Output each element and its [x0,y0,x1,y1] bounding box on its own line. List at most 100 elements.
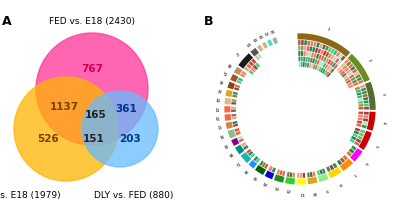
Polygon shape [362,94,368,97]
Polygon shape [307,41,310,46]
Text: DLY vs. FED (880): DLY vs. FED (880) [94,191,174,199]
Text: 15: 15 [251,177,258,183]
Text: 5: 5 [374,143,378,147]
Text: 33: 33 [250,35,257,42]
Polygon shape [292,173,295,178]
Polygon shape [262,162,266,167]
Polygon shape [259,161,264,166]
Polygon shape [244,66,250,72]
Polygon shape [241,142,246,147]
Polygon shape [328,67,333,72]
Polygon shape [320,62,324,67]
Polygon shape [250,48,259,56]
Polygon shape [346,61,351,66]
Polygon shape [296,178,306,185]
Polygon shape [352,69,357,73]
Polygon shape [338,54,343,59]
Polygon shape [297,33,350,57]
Polygon shape [308,177,318,184]
Polygon shape [318,48,321,54]
Polygon shape [297,173,300,178]
Text: 18: 18 [227,153,233,159]
Polygon shape [322,63,326,68]
Text: 13: 13 [273,187,279,192]
Polygon shape [298,40,300,45]
Text: 526: 526 [37,134,59,144]
Polygon shape [333,50,338,55]
Polygon shape [310,172,313,177]
Polygon shape [287,172,290,177]
Polygon shape [282,171,285,176]
Polygon shape [325,52,330,57]
Polygon shape [334,64,338,69]
Polygon shape [326,65,331,70]
Polygon shape [304,46,306,51]
Polygon shape [322,169,326,174]
Polygon shape [336,67,341,72]
Polygon shape [358,101,363,104]
Polygon shape [228,129,236,138]
Polygon shape [325,58,329,63]
Polygon shape [236,80,242,84]
Text: 26: 26 [217,79,223,85]
Polygon shape [310,41,314,46]
Polygon shape [307,63,309,68]
Polygon shape [358,131,372,150]
Polygon shape [350,138,355,143]
Polygon shape [326,166,331,172]
Polygon shape [228,82,235,89]
Polygon shape [253,65,258,70]
Polygon shape [318,55,322,60]
Polygon shape [233,92,238,95]
Polygon shape [232,94,237,98]
Polygon shape [356,138,361,143]
Polygon shape [256,158,260,163]
Polygon shape [231,114,236,117]
Polygon shape [322,44,326,50]
Polygon shape [272,167,276,173]
Polygon shape [249,61,254,66]
Polygon shape [330,48,335,54]
Text: 24: 24 [214,97,218,103]
Polygon shape [312,58,315,63]
Polygon shape [238,77,243,82]
Polygon shape [307,172,310,177]
Text: 28: 28 [225,61,231,68]
Polygon shape [340,158,353,171]
Polygon shape [303,62,305,67]
Polygon shape [242,71,247,75]
Polygon shape [340,56,346,61]
Polygon shape [274,174,284,183]
Text: 3: 3 [381,92,385,96]
Text: 203: 203 [119,134,141,144]
Polygon shape [364,107,369,109]
Polygon shape [231,102,236,105]
Text: 32: 32 [256,32,263,38]
Text: W: W [244,40,250,46]
Polygon shape [316,60,320,65]
Polygon shape [338,69,343,74]
Polygon shape [257,45,264,52]
Polygon shape [231,110,236,112]
Polygon shape [239,138,244,142]
Polygon shape [314,53,317,58]
Text: 767: 767 [81,64,103,74]
Polygon shape [243,145,248,150]
Polygon shape [357,95,362,98]
Polygon shape [352,80,357,84]
Polygon shape [255,55,260,60]
Polygon shape [301,57,303,61]
Text: 11: 11 [299,191,304,195]
Polygon shape [308,57,310,62]
Polygon shape [316,54,319,59]
Polygon shape [364,115,368,118]
Polygon shape [250,153,255,158]
Polygon shape [328,47,332,52]
Polygon shape [362,91,367,94]
Polygon shape [298,56,300,61]
Polygon shape [365,82,376,110]
Text: 30: 30 [268,27,274,32]
Polygon shape [317,170,320,175]
Polygon shape [329,165,334,170]
Polygon shape [324,64,329,69]
